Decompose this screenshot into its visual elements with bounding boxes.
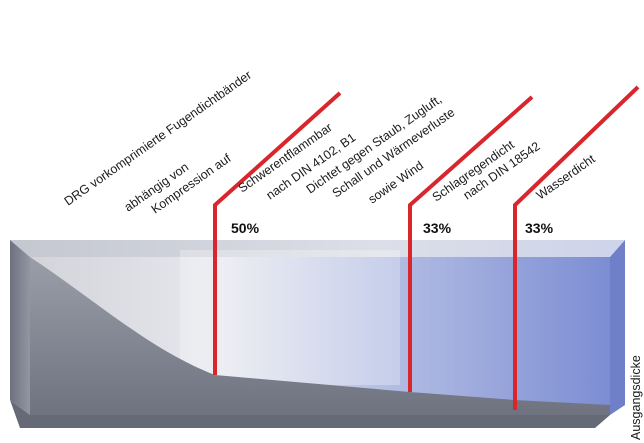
marker-line-3	[513, 85, 640, 410]
percentage-3: 33%	[525, 220, 554, 236]
compressed-floor-bottom	[10, 400, 610, 428]
marker-line-1	[213, 91, 342, 375]
side-label-ausgangsdicke: Ausgangsdicke	[629, 355, 643, 440]
block-right-face	[610, 240, 625, 415]
block-left-face	[10, 240, 30, 415]
percentage-2: 33%	[423, 220, 452, 236]
compressed-floor	[30, 257, 610, 415]
percentage-1: 50%	[231, 220, 260, 236]
block-top-face	[10, 240, 625, 257]
foam-block	[10, 240, 625, 428]
marker-line-2	[408, 95, 534, 392]
